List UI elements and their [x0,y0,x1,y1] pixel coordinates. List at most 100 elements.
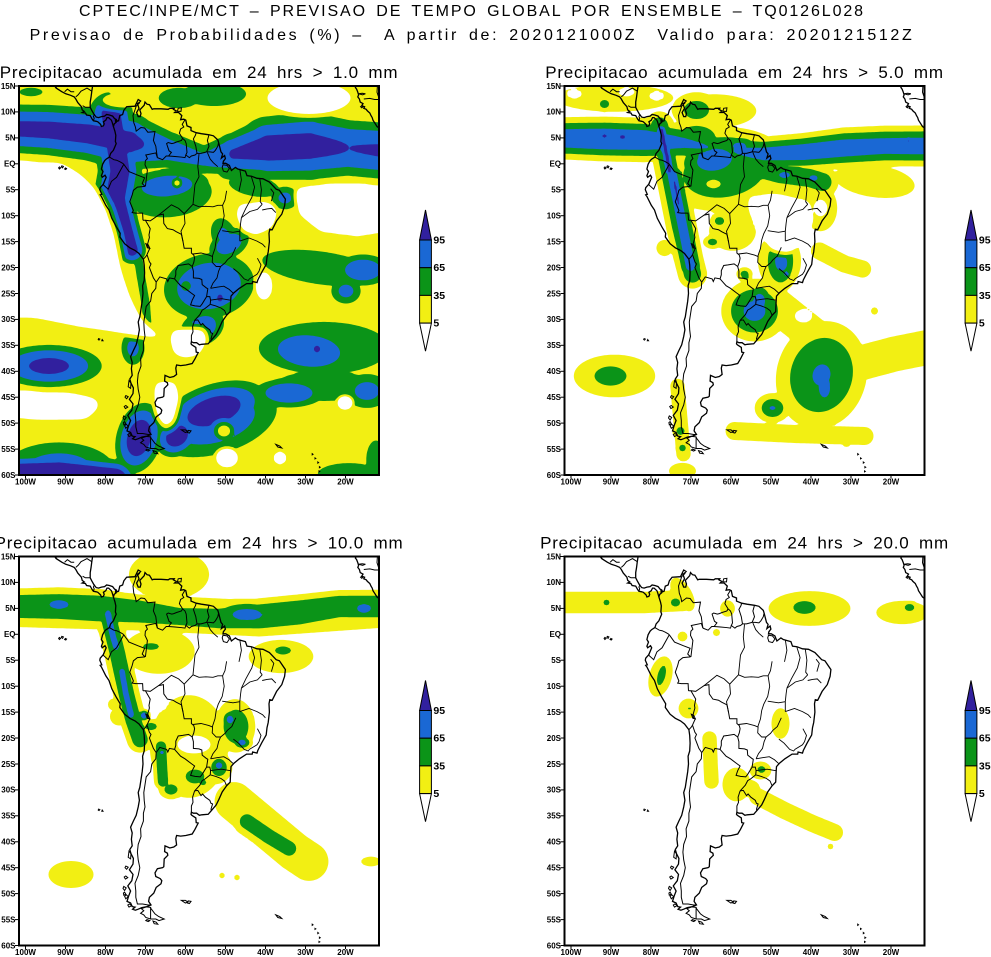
svg-text:80W: 80W [97,948,114,957]
svg-text:30W: 30W [297,478,314,487]
svg-text:40S: 40S [547,838,562,847]
svg-text:10S: 10S [1,212,16,221]
svg-text:95: 95 [979,705,991,717]
svg-text:55S: 55S [1,445,16,454]
svg-text:10S: 10S [547,212,562,221]
svg-text:Precipitacao acumulada em 24 h: Precipitacao acumulada em 24 hrs > 5.0 m… [545,63,944,82]
svg-text:90W: 90W [603,478,620,487]
svg-text:10N: 10N [546,108,561,117]
svg-text:50S: 50S [1,419,16,428]
svg-text:20S: 20S [547,263,562,272]
svg-text:30S: 30S [547,315,562,324]
svg-text:15N: 15N [1,82,16,91]
svg-text:80W: 80W [97,478,114,487]
svg-text:50W: 50W [763,948,780,957]
svg-text:15N: 15N [1,552,16,561]
svg-text:60W: 60W [723,948,740,957]
svg-text:5N: 5N [5,604,15,613]
svg-text:EQ: EQ [4,630,16,639]
svg-text:50W: 50W [763,478,780,487]
svg-text:70W: 70W [137,478,154,487]
svg-text:20W: 20W [883,478,900,487]
svg-text:25S: 25S [547,760,562,769]
svg-text:5S: 5S [551,186,561,195]
svg-text:10N: 10N [1,108,16,117]
svg-text:50S: 50S [1,889,16,898]
svg-text:60S: 60S [547,941,562,950]
svg-text:EQ: EQ [4,160,16,169]
svg-text:15S: 15S [1,237,16,246]
svg-text:45S: 45S [1,864,16,873]
svg-text:35: 35 [433,290,445,302]
svg-text:40W: 40W [257,478,274,487]
svg-text:100W: 100W [15,478,36,487]
svg-text:20W: 20W [883,948,900,957]
svg-text:55S: 55S [547,915,562,924]
svg-text:35: 35 [433,760,445,772]
svg-text:80W: 80W [643,478,660,487]
svg-text:100W: 100W [561,948,582,957]
svg-text:5N: 5N [551,604,561,613]
svg-text:30S: 30S [1,786,16,795]
svg-text:Precipitacao acumulada em 24 h: Precipitacao acumulada em 24 hrs > 1.0 m… [0,63,398,82]
svg-text:5: 5 [979,318,985,330]
svg-text:30W: 30W [843,948,860,957]
svg-text:10N: 10N [546,578,561,587]
svg-text:35S: 35S [547,341,562,350]
svg-text:70W: 70W [137,948,154,957]
svg-text:5S: 5S [6,656,16,665]
svg-text:95: 95 [433,705,445,717]
svg-text:15S: 15S [547,237,562,246]
svg-text:5: 5 [433,318,439,330]
svg-text:40S: 40S [1,367,16,376]
svg-text:25S: 25S [547,289,562,298]
svg-text:5: 5 [979,788,985,800]
svg-text:30S: 30S [547,786,562,795]
svg-text:95: 95 [979,234,991,246]
svg-text:65: 65 [433,262,445,274]
svg-text:40S: 40S [547,367,562,376]
svg-text:35S: 35S [1,812,16,821]
svg-text:50S: 50S [547,889,562,898]
svg-text:40W: 40W [803,478,820,487]
svg-text:45S: 45S [1,393,16,402]
svg-text:EQ: EQ [549,630,561,639]
svg-text:20S: 20S [1,734,16,743]
svg-text:50S: 50S [547,419,562,428]
svg-text:40S: 40S [1,838,16,847]
svg-text:95: 95 [433,234,445,246]
svg-text:15S: 15S [547,708,562,717]
svg-text:20W: 20W [337,478,354,487]
svg-text:70W: 70W [683,478,700,487]
svg-text:5S: 5S [551,656,561,665]
svg-text:65: 65 [979,733,991,745]
svg-text:5: 5 [433,788,439,800]
svg-text:100W: 100W [561,478,582,487]
svg-text:80W: 80W [643,948,660,957]
svg-text:20S: 20S [1,263,16,272]
svg-text:20S: 20S [547,734,562,743]
svg-text:40W: 40W [257,948,274,957]
svg-text:60S: 60S [547,471,562,480]
svg-text:65: 65 [433,733,445,745]
svg-text:35S: 35S [1,341,16,350]
svg-text:25S: 25S [1,760,16,769]
svg-text:60W: 60W [177,948,194,957]
svg-text:40W: 40W [803,948,820,957]
svg-text:65: 65 [979,262,991,274]
svg-text:90W: 90W [57,948,74,957]
svg-text:CPTEC/INPE/MCT – PREVISAO DE T: CPTEC/INPE/MCT – PREVISAO DE TEMPO GLOBA… [79,3,865,20]
svg-text:30S: 30S [1,315,16,324]
svg-text:45S: 45S [547,864,562,873]
svg-text:50W: 50W [217,478,234,487]
svg-text:25S: 25S [1,289,16,298]
svg-text:70W: 70W [683,948,700,957]
svg-text:100W: 100W [15,948,36,957]
svg-text:10N: 10N [1,578,16,587]
svg-text:15N: 15N [546,82,561,91]
svg-text:15S: 15S [1,708,16,717]
svg-text:35: 35 [979,760,991,772]
svg-text:Previsao de Probabilidades (%): Previsao de Probabilidades (%) – A parti… [30,27,915,44]
svg-text:90W: 90W [603,948,620,957]
svg-text:55S: 55S [1,915,16,924]
